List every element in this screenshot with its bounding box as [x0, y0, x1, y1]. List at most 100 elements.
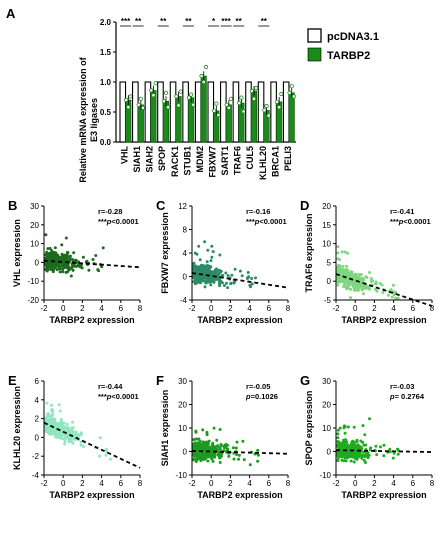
scatter-point [85, 259, 89, 263]
scatter-point [343, 441, 347, 445]
scatter-point [338, 426, 342, 430]
scatter-panel-d: D -2 0 2 4 6 8 -5 0 5 10 15 20 TARBP2 expression TRAF6… [300, 198, 435, 325]
scatter-point [226, 274, 230, 278]
scatter-point [98, 436, 102, 440]
scatter-x-tick-label: 0 [61, 304, 66, 313]
scatter-y-tick-label: 20 [178, 401, 187, 410]
scatter-point [336, 428, 340, 432]
correlation-r: r=-0.44 [98, 382, 123, 391]
scatter-point [344, 459, 348, 463]
scatter-point [363, 433, 367, 437]
scatter-point [101, 246, 105, 250]
legend-label-tarbp2: TARBP2 [327, 50, 370, 62]
bar-pcdna [182, 81, 189, 143]
scatter-point [209, 259, 213, 263]
scatter-point [216, 444, 220, 448]
scatter-point [207, 439, 211, 443]
scatter-point [97, 269, 101, 273]
scatter-point [342, 424, 346, 428]
replicate-point [189, 92, 194, 97]
scatter-point [240, 274, 244, 278]
replicate-point [211, 108, 217, 113]
scatter-point [58, 270, 62, 274]
scatter-point [50, 419, 54, 423]
replicate-point [191, 102, 196, 107]
replicate-point [287, 90, 292, 95]
scatter-x-tick-label: 4 [247, 304, 252, 313]
scatter-point [356, 443, 360, 447]
scatter-point [382, 443, 386, 447]
scatter-point [206, 270, 210, 273]
scatter-point [44, 424, 48, 428]
scatter-x-tick-label: 0 [353, 304, 358, 313]
replicate-point [264, 103, 269, 109]
scatter-point [216, 274, 220, 278]
scatter-point [51, 413, 55, 416]
significance-stars: ** [160, 17, 167, 26]
scatter-point [218, 447, 222, 451]
replicate-point [277, 105, 282, 110]
scatter-point [336, 269, 340, 273]
scatter-point [197, 244, 201, 248]
p-value: ***p<0.0001 [246, 217, 287, 226]
scatter-point [72, 436, 76, 440]
scatter-point [360, 279, 363, 283]
replicate-point [138, 96, 143, 101]
scatter-y-tick-label: -10 [319, 471, 331, 480]
scatter-x-tick-label: 0 [209, 304, 214, 313]
scatter-y-tick-label: 10 [322, 424, 331, 433]
scatter-point [353, 276, 357, 280]
bar-category-label: FBXW7 [208, 146, 218, 178]
scatter-point [55, 424, 59, 428]
scatter-point [343, 284, 347, 288]
panel-label: C [156, 198, 166, 213]
scatter-point [396, 447, 400, 451]
scatter-point [209, 448, 212, 452]
scatter-point [349, 287, 353, 291]
scatter-point [336, 257, 340, 261]
scatter-point [374, 444, 378, 448]
replicate-point [178, 89, 183, 94]
scatter-point [379, 445, 382, 449]
scatter-point [46, 247, 50, 251]
scatter-point [247, 275, 251, 279]
scatter-point [235, 440, 239, 444]
scatter-point [336, 245, 340, 249]
scatter-point [194, 429, 198, 433]
scatter-point [392, 293, 396, 297]
scatter-point [380, 283, 384, 287]
scatter-y-tick-label: 0 [183, 448, 188, 457]
scatter-point [77, 434, 81, 438]
scatter-y-tick-label: 20 [322, 401, 331, 410]
scatter-y-tick-label: 8 [183, 226, 188, 235]
replicate-point [199, 73, 204, 79]
correlation-r: r=-0.16 [246, 207, 270, 216]
scatter-y-tick-label: 10 [178, 424, 187, 433]
bar-category-label: TRAF6 [233, 146, 243, 175]
bar-y-tick-label: 0.0 [100, 138, 112, 147]
scatter-point [390, 295, 394, 299]
legend-label-pcdna: pcDNA3.1 [327, 31, 379, 43]
scatter-point [220, 444, 223, 448]
scatter-point [61, 259, 65, 263]
scatter-point [197, 437, 201, 441]
bar-pcdna [169, 81, 177, 143]
bar-ylabel-line2: E3 ligases [89, 98, 99, 142]
scatter-point [199, 281, 203, 285]
scatter-point [64, 236, 68, 240]
scatter-point [351, 453, 355, 457]
regression-line [335, 449, 433, 453]
scatter-point [348, 271, 352, 275]
scatter-point [192, 445, 196, 449]
scatter-point [336, 251, 340, 255]
scatter-point [205, 430, 209, 434]
replicate-point [216, 112, 221, 118]
bar-y-tick-label: 1.0 [100, 78, 112, 87]
scatter-point [206, 446, 210, 450]
scatter-point [351, 451, 355, 455]
scatter-point [64, 433, 68, 437]
scatter-point [224, 442, 228, 446]
scatter-point [87, 268, 91, 272]
bar-category-label: CUL5 [245, 146, 255, 170]
bar-category-label: VHL [120, 145, 130, 164]
